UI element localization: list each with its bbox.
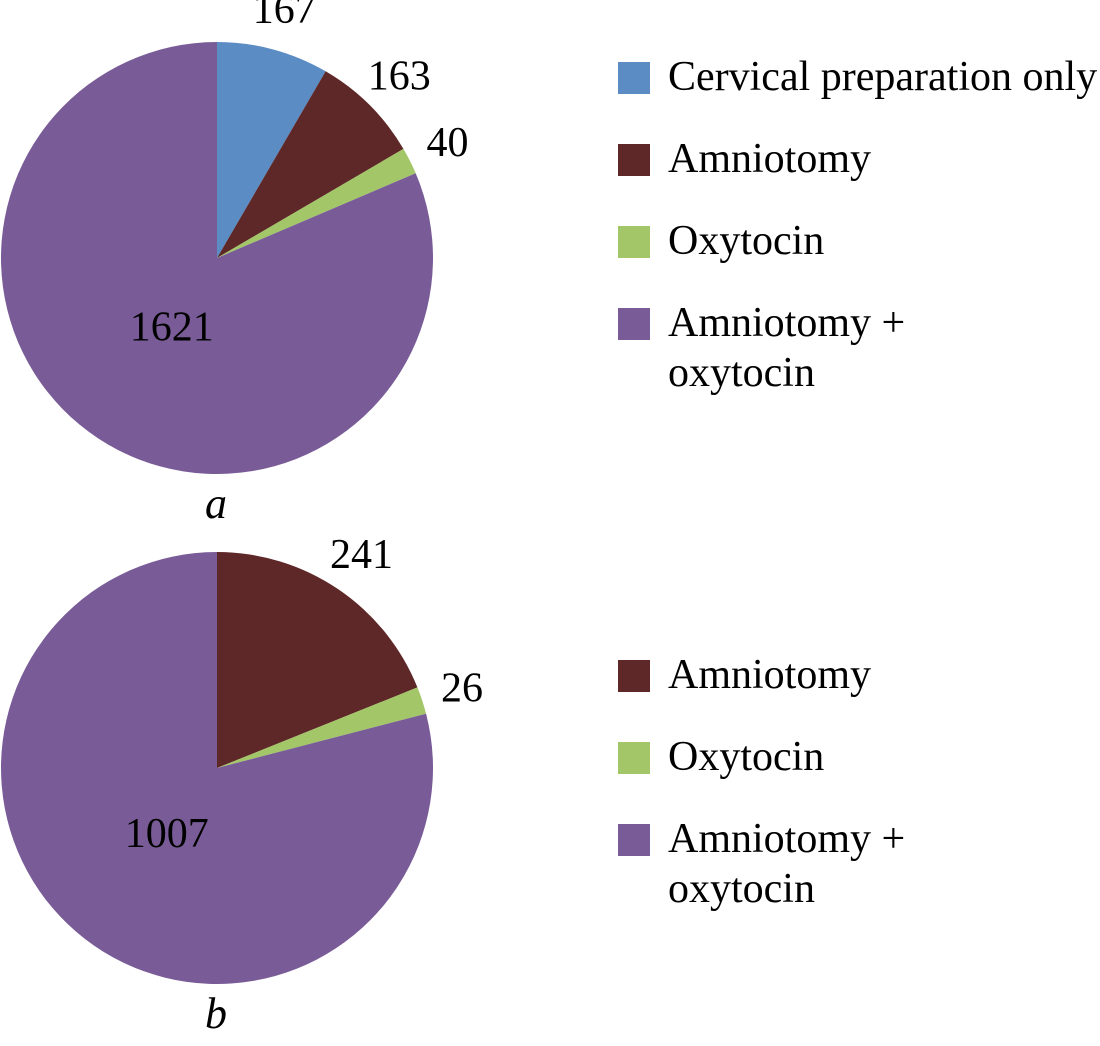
legend-label: Oxytocin <box>668 218 825 264</box>
pie-slice-a-3 <box>0 42 434 474</box>
legend-item: Oxytocin <box>618 732 1100 782</box>
legend-label: Oxytocin <box>668 734 825 780</box>
legend-label: Amniotomy <box>668 652 872 698</box>
legend-a: Cervical preparation only Amniotomy Oxytoc… <box>618 52 1100 430</box>
legend-swatch <box>618 308 650 340</box>
data-label-b-0: 241 <box>330 532 393 578</box>
legend-swatch <box>618 62 650 94</box>
legend-b: Amniotomy Oxytocin Amniotomy + oxytocin <box>618 650 1100 946</box>
pie-slice-b-0 <box>217 552 418 768</box>
legend-label: Amniotomy + oxytocin <box>668 816 906 912</box>
pie-slice-a-1 <box>217 71 404 258</box>
pie-slice-a-2 <box>217 148 416 258</box>
data-label-b-2: 1007 <box>125 811 209 857</box>
data-label-a-2: 40 <box>426 120 468 166</box>
legend-swatch <box>618 226 650 258</box>
data-label-a-1: 163 <box>368 53 431 99</box>
legend-item: Amniotomy + oxytocin <box>618 298 1100 398</box>
pie-slice-a-0 <box>217 42 326 258</box>
legend-swatch <box>618 824 650 856</box>
legend-item: Amniotomy + oxytocin <box>618 814 1100 914</box>
legend-item: Cervical preparation only <box>618 52 1100 102</box>
data-label-a-0: 167 <box>253 0 316 33</box>
data-label-a-3: 1621 <box>130 304 214 350</box>
legend-label: Amniotomy <box>668 136 872 182</box>
legend-swatch <box>618 660 650 692</box>
legend-swatch <box>618 144 650 176</box>
pie-slice-b-1 <box>217 687 427 768</box>
legend-swatch <box>618 742 650 774</box>
legend-item: Oxytocin <box>618 216 1100 266</box>
data-label-b-1: 26 <box>441 665 483 711</box>
legend-label: Cervical preparation only <box>668 54 1098 100</box>
legend-item: Amniotomy <box>618 134 1100 184</box>
caption-a: a <box>205 479 227 528</box>
caption-b: b <box>205 989 227 1038</box>
legend-item: Amniotomy <box>618 650 1100 700</box>
pie-slice-b-2 <box>0 552 433 985</box>
legend-label: Amniotomy + oxytocin <box>668 300 906 396</box>
